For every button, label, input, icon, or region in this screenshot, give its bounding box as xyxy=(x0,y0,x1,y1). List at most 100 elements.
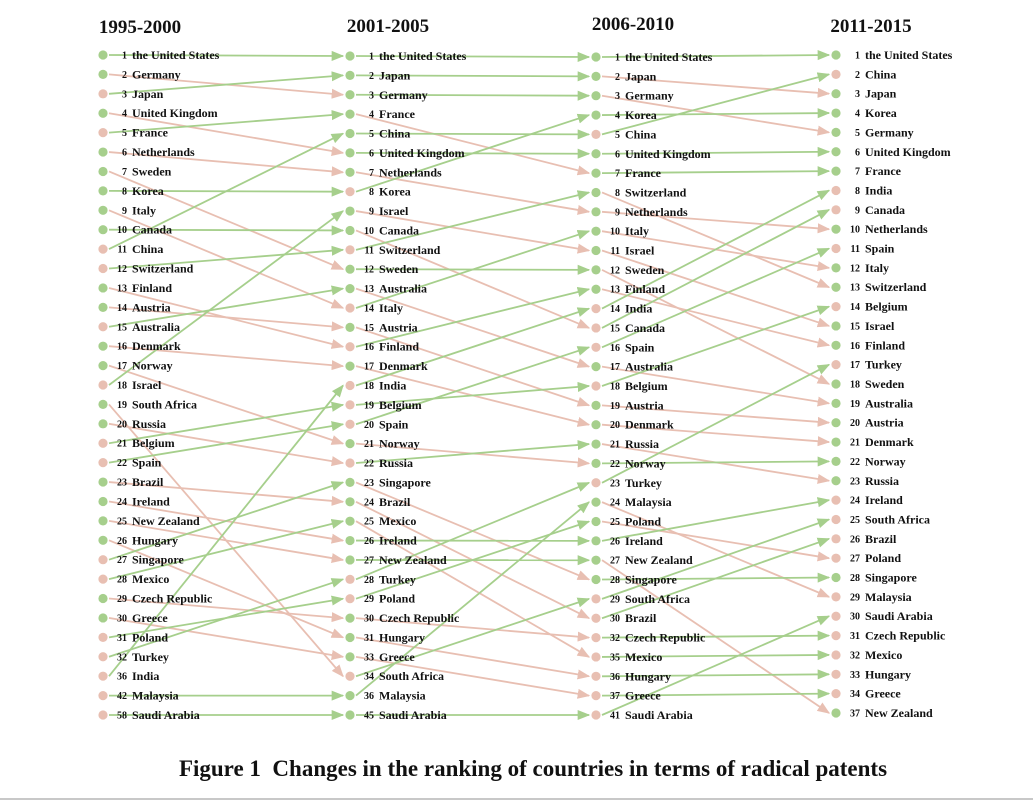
rank-number: 27 xyxy=(364,555,374,566)
rank-number: 22 xyxy=(850,457,860,468)
link-turkey-0-1 xyxy=(108,578,345,658)
country-label: Russia xyxy=(625,437,659,451)
rank-dot xyxy=(831,437,841,447)
link-china-0-1 xyxy=(108,132,345,250)
rank-dot xyxy=(98,166,108,177)
link-malaysia-2-3 xyxy=(601,501,831,598)
rank-dot xyxy=(98,671,108,681)
link-japan-0-1 xyxy=(108,71,345,95)
link-france-2-3 xyxy=(601,166,831,177)
rank-number: 37 xyxy=(610,691,620,702)
link-brazil-2-3 xyxy=(601,537,831,620)
country-label: Sweden xyxy=(379,262,419,276)
link-czech-republic-0-1 xyxy=(108,597,345,623)
link-new-zealand-0-1 xyxy=(108,519,345,564)
rank-dot xyxy=(345,245,355,255)
rank-number: 4 xyxy=(615,111,620,122)
rank-number: 35 xyxy=(610,652,620,663)
country-label: Greece xyxy=(379,650,415,664)
rank-dot xyxy=(98,147,108,157)
link-japan-2-3 xyxy=(601,75,831,98)
rank-dot xyxy=(98,380,108,390)
rank-number: 5 xyxy=(855,128,860,139)
rank-dot xyxy=(345,283,355,294)
rank-number: 13 xyxy=(850,283,860,294)
rank-number: 6 xyxy=(855,147,860,158)
rank-dot xyxy=(98,205,108,215)
rank-dot xyxy=(591,91,601,101)
rank-number: 14 xyxy=(610,304,620,315)
link-malaysia-1-2 xyxy=(355,501,590,697)
country-label: Spain xyxy=(865,242,895,256)
link-switzerland-2-3 xyxy=(601,191,831,289)
rank-number: 14 xyxy=(850,302,860,313)
rank-number: 6 xyxy=(122,148,127,159)
rank-number: 17 xyxy=(364,362,374,373)
rank-number: 58 xyxy=(117,711,127,722)
country-label: Turkey xyxy=(132,650,169,664)
rank-number: 3 xyxy=(369,90,374,101)
rank-number: 23 xyxy=(364,478,374,489)
rank-number: 2 xyxy=(615,72,620,83)
rank-dot xyxy=(98,652,108,662)
country-label: Brazil xyxy=(625,611,657,625)
country-label: France xyxy=(625,166,662,180)
country-label: Turkey xyxy=(865,358,902,372)
period-column-1995-2000: 1995-2000 1 the United States 2 Germany 3 Japa… xyxy=(98,17,220,722)
ranking-diagram: 1995-2000 1 the United States 2 Germany 3 Japa… xyxy=(98,14,953,722)
link-france-0-1 xyxy=(108,110,345,134)
country-label: Hungary xyxy=(379,630,425,644)
rank-dot xyxy=(98,89,108,99)
rank-dot xyxy=(98,613,108,623)
rank-number: 1 xyxy=(615,53,620,64)
country-label: Poland xyxy=(865,551,901,565)
rank-dot xyxy=(98,438,108,448)
rank-number: 13 xyxy=(364,284,374,295)
link-china-2-3 xyxy=(601,72,831,136)
rank-number: 9 xyxy=(615,207,620,218)
country-label: Norway xyxy=(379,437,420,451)
rank-number: 11 xyxy=(365,245,374,256)
country-label: Finland xyxy=(625,282,665,296)
period-column-2001-2005: 2001-2005 1 the United States 2 Japan 3 German… xyxy=(345,16,467,722)
link-finland-1-2 xyxy=(355,287,591,348)
country-label: New Zealand xyxy=(865,706,933,720)
rank-dot xyxy=(831,514,841,525)
rank-number: 6 xyxy=(369,148,374,159)
link-turkey-1-2 xyxy=(355,481,591,581)
country-label: United Kingdom xyxy=(379,146,465,160)
rank-dot xyxy=(591,613,601,623)
country-label: the United States xyxy=(379,49,467,63)
rank-dot xyxy=(831,398,841,408)
rank-dot xyxy=(831,108,841,118)
rank-dot xyxy=(345,128,355,139)
rank-number: 14 xyxy=(117,303,127,314)
rank-dot xyxy=(831,166,841,176)
country-label: Finland xyxy=(132,281,172,295)
country-label: Norway xyxy=(865,454,906,468)
rank-dot xyxy=(831,205,841,215)
rank-number: 5 xyxy=(369,129,374,140)
rank-dot xyxy=(591,323,601,333)
rank-dot xyxy=(591,710,601,720)
rank-number: 3 xyxy=(122,89,127,100)
rank-number: 12 xyxy=(364,265,374,276)
country-label: France xyxy=(865,164,902,178)
rank-dot xyxy=(591,691,601,701)
rank-number: 13 xyxy=(610,285,620,296)
rank-dot xyxy=(98,516,108,526)
country-label: United Kingdom xyxy=(132,106,218,120)
link-hungary-0-1 xyxy=(108,539,345,639)
rank-dot xyxy=(345,148,355,158)
rank-dot xyxy=(345,574,355,584)
rank-dot xyxy=(345,400,355,410)
period-title: 2006-2010 xyxy=(592,14,674,35)
country-label: Israel xyxy=(625,244,655,258)
country-label: Saudi Arabia xyxy=(379,708,447,722)
rank-dot xyxy=(98,535,108,545)
rank-dot xyxy=(591,284,601,294)
rank-dot xyxy=(831,301,841,312)
rank-dot xyxy=(831,243,841,254)
link-canada-1-2 xyxy=(355,229,591,329)
country-label: China xyxy=(132,242,163,256)
